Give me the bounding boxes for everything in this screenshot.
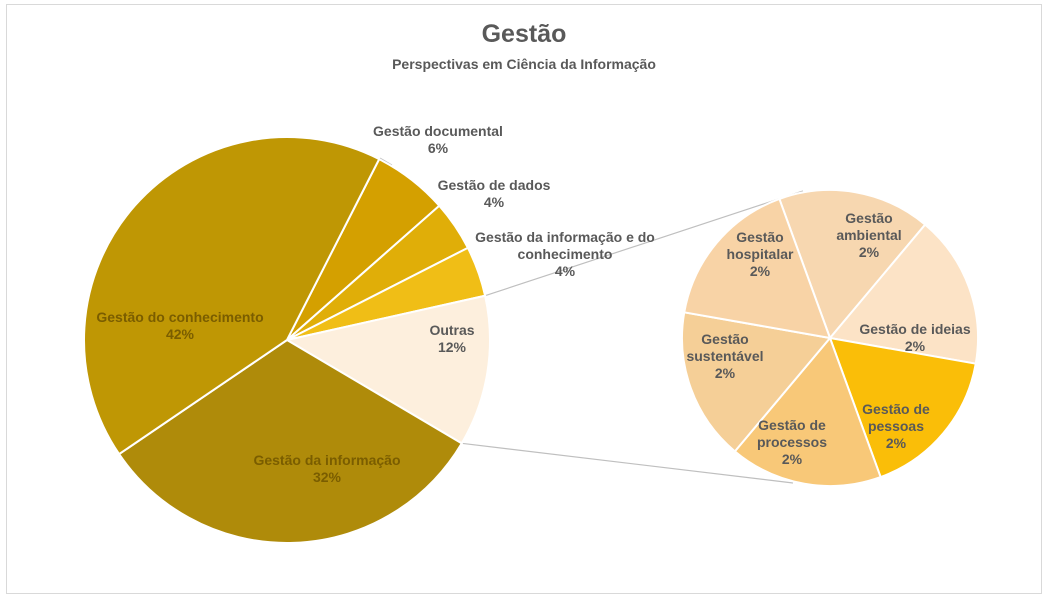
chart-subtitle: Perspectivas em Ciência da Informação: [392, 56, 656, 72]
slice-outras: [284, 294, 491, 445]
data-label-gestao-do-conhecimento-value: 42%: [166, 326, 195, 342]
chart-title: Gestão: [481, 20, 567, 48]
data-label-gestao-da-informacao-e-do-conhecimento-value: 4%: [555, 263, 576, 279]
data-label-gestao-ambiental-label: Gestão: [845, 210, 892, 226]
data-label-gestao-hospitalar-label: hospitalar: [727, 246, 794, 262]
data-label-gestao-da-informacao-e-do-conhecimento-label: conhecimento: [518, 246, 613, 262]
slice-gestao-ambiental: [778, 189, 927, 340]
data-label-gestao-sustentavel-label: Gestão: [701, 331, 748, 347]
data-label-gestao-da-informacao-e-do-conhecimento-label: Gestão da informação e do: [475, 229, 655, 245]
slice-gestao-hospitalar: [683, 197, 832, 340]
data-label-gestao-de-pessoas-value: 2%: [886, 435, 907, 451]
data-label-outras-label: Outras: [429, 322, 474, 338]
data-label-gestao-de-pessoas-label: pessoas: [868, 418, 924, 434]
slice-gestao-sustentavel: [681, 311, 832, 453]
data-label-gestao-de-ideias-label: Gestão de ideias: [859, 321, 970, 337]
data-label-gestao-da-informacao-value: 32%: [313, 469, 342, 485]
data-label-gestao-ambiental-value: 2%: [859, 244, 880, 260]
slice-gestao-do-conhecimento: [83, 136, 381, 456]
slice-gestao-de-ideias: [828, 223, 979, 365]
data-label-gestao-de-pessoas-label: Gestão de: [862, 401, 930, 417]
leader-line: [379, 157, 393, 166]
data-label-gestao-de-processos-value: 2%: [782, 451, 803, 467]
data-label-gestao-de-processos-label: Gestão de: [758, 417, 826, 433]
data-label-gestao-hospitalar-value: 2%: [750, 263, 771, 279]
slice-gestao-de-processos: [733, 336, 882, 487]
data-label-gestao-ambiental-label: ambiental: [836, 227, 901, 243]
data-label-gestao-de-ideias-value: 2%: [905, 338, 926, 354]
data-label-gestao-documental-label: Gestão documental: [373, 123, 503, 139]
data-label-gestao-sustentavel-label: sustentável: [686, 348, 763, 364]
connector-line-top: [484, 190, 804, 297]
data-label-gestao-de-dados-value: 4%: [484, 194, 505, 210]
data-label-gestao-sustentavel-value: 2%: [715, 365, 736, 381]
connector-line-bottom: [461, 442, 794, 484]
data-label-gestao-hospitalar-label: Gestão: [736, 229, 783, 245]
data-label-gestao-de-dados-label: Gestão de dados: [438, 177, 551, 193]
slice-gestao-de-pessoas: [828, 336, 977, 479]
data-label-gestao-documental-value: 6%: [428, 140, 449, 156]
data-label-gestao-do-conhecimento-label: Gestão do conhecimento: [96, 309, 263, 325]
data-label-gestao-da-informacao-label: Gestão da informação: [253, 452, 400, 468]
data-label-outras-value: 12%: [438, 339, 467, 355]
data-label-gestao-de-processos-label: processos: [757, 434, 827, 450]
slice-gestao-da-informacao: [117, 338, 464, 545]
